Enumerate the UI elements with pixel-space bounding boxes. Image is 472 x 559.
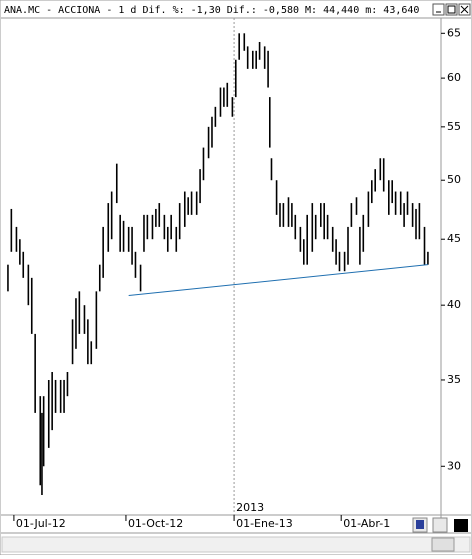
y-tick-label: 60 — [447, 71, 461, 84]
x-tick-label: 01-Oct-12 — [128, 517, 183, 530]
pin-button[interactable] — [432, 517, 448, 533]
minimize-button[interactable] — [432, 3, 445, 16]
x-tick-label: 01-Jul-12 — [16, 517, 66, 530]
y-tick-label: 55 — [447, 120, 461, 133]
scrollbar-thumb[interactable] — [431, 537, 455, 552]
close-icon — [460, 5, 469, 14]
y-tick-label: 35 — [447, 373, 461, 386]
title-bar — [1, 1, 471, 18]
chart-title: ANA.MC - ACCIONA - 1 d Dif. %: -1,30 Dif… — [4, 5, 419, 16]
y-tick-label: 50 — [447, 173, 461, 186]
x-tick-label: 01-Abr-1 — [343, 517, 390, 530]
scrollbar[interactable] — [1, 536, 471, 553]
y-tick-label: 45 — [447, 232, 461, 245]
year-label: 2013 — [236, 501, 264, 514]
save-icon — [416, 520, 424, 529]
maximize-icon — [447, 5, 456, 14]
color-button[interactable] — [454, 519, 468, 532]
x-tick-label: 01-Ene-13 — [236, 517, 293, 530]
maximize-button[interactable] — [445, 3, 458, 16]
y-tick-label: 30 — [447, 459, 461, 472]
trendline — [128, 264, 428, 296]
y-tick-label: 40 — [447, 298, 461, 311]
y-tick-label: 65 — [447, 26, 461, 39]
